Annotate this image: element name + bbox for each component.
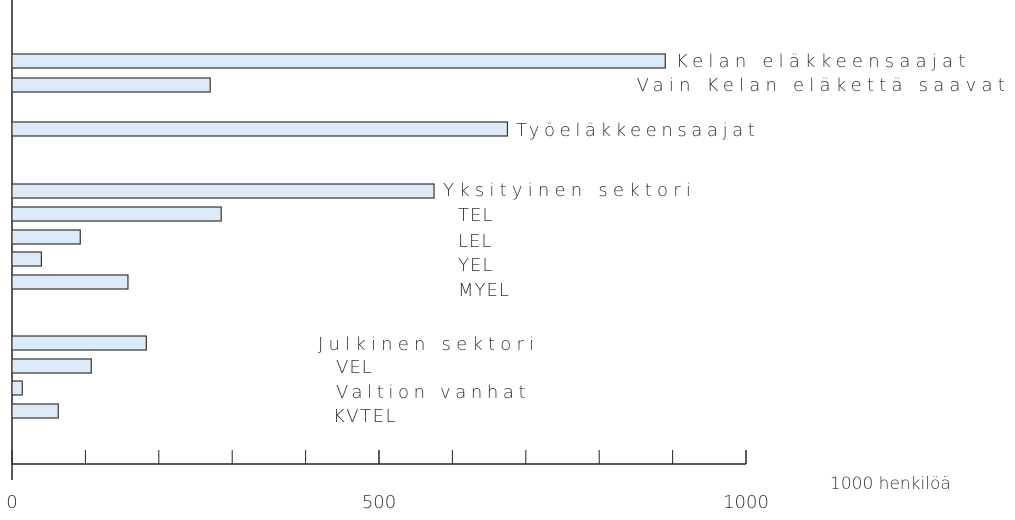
bar-label: Yksityinen sektori: [443, 180, 696, 201]
bar: [11, 335, 147, 351]
x-tick-label: 0: [6, 492, 17, 513]
bar: [11, 206, 222, 222]
bar-label: VEL: [336, 357, 373, 378]
bar: [11, 77, 211, 93]
bar: [11, 358, 92, 374]
bar: [11, 229, 81, 245]
bar: [11, 183, 435, 199]
bar-label: Julkinen sektori: [318, 334, 539, 355]
bar: [11, 403, 59, 419]
bar-label: MYEL: [458, 280, 510, 301]
bar-label: Vain Kelan eläkettä saavat: [637, 75, 1010, 96]
bar-label: Valtion vanhat: [336, 382, 530, 403]
bar-label: Kelan eläkkeensaajat: [676, 51, 971, 72]
bar-label: YEL: [458, 255, 493, 276]
x-axis-label: 1000 henkilöä: [830, 474, 951, 494]
bar: [11, 53, 666, 69]
bar: [11, 274, 129, 290]
bar-label: Työeläkkeensaajat: [516, 120, 759, 141]
bar: [11, 251, 42, 267]
bar: [11, 380, 23, 396]
bar-label: TEL: [458, 205, 493, 226]
x-tick-label: 1000: [723, 492, 769, 513]
bar: [11, 121, 509, 137]
bar-label: LEL: [458, 231, 492, 252]
x-tick-label: 500: [362, 492, 396, 513]
bar-label: KVTEL: [333, 406, 397, 427]
